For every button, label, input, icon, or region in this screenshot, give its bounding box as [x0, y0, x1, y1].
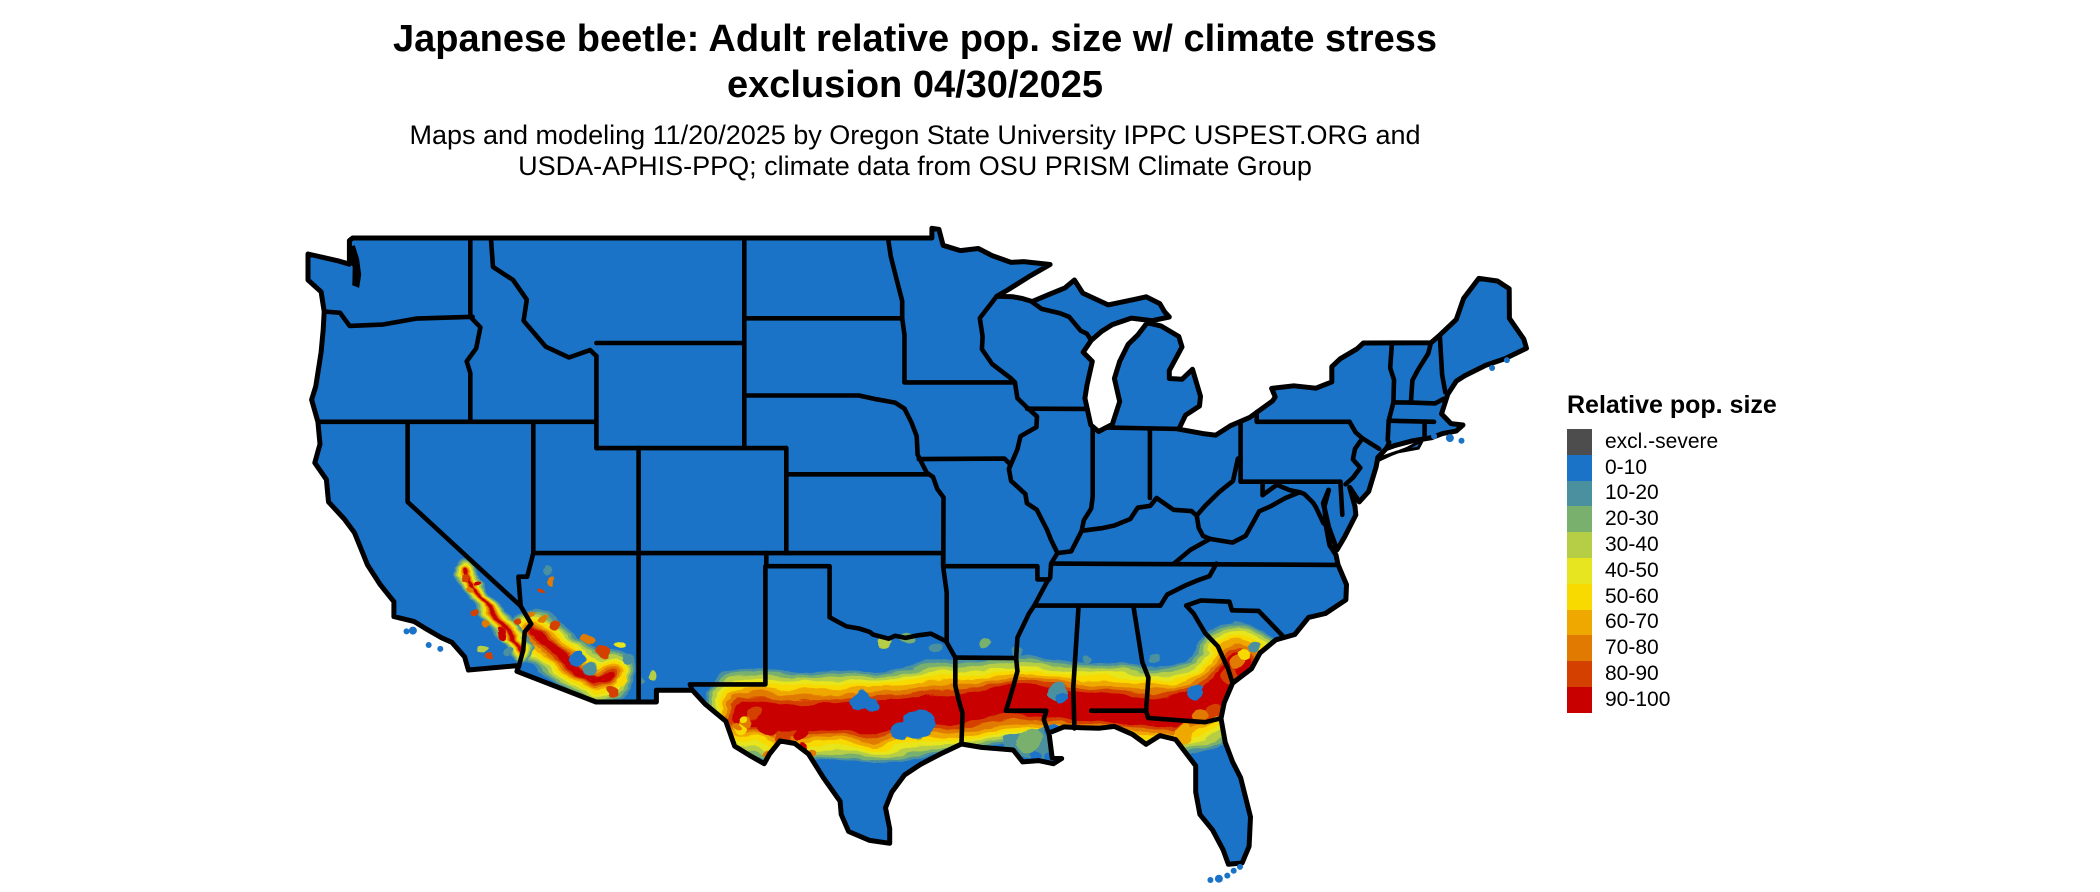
legend-swatch: [1567, 635, 1592, 662]
heat-layers: [452, 559, 1283, 765]
legend-swatch: [1567, 557, 1592, 584]
state-borders: [315, 235, 1448, 747]
us-map: [290, 220, 1540, 892]
legend-swatch: [1567, 609, 1592, 636]
legend-row: excl.-severe: [1567, 429, 1777, 455]
legend-label: 90-100: [1605, 687, 1671, 711]
legend-row: 50-60: [1567, 583, 1777, 610]
page-subtitle: Maps and modeling 11/20/2025 by Oregon S…: [0, 120, 1830, 182]
legend-row: 10-20: [1567, 480, 1777, 507]
legend-row: 90-100: [1567, 686, 1777, 713]
legend-row: 20-30: [1567, 506, 1777, 533]
us-map-svg: [305, 225, 1529, 883]
subtitle-line-2: USDA-APHIS-PPQ; climate data from OSU PR…: [518, 151, 1312, 181]
legend-label: 60-70: [1605, 610, 1659, 634]
legend-swatch: [1567, 454, 1592, 481]
subtitle-line-1: Maps and modeling 11/20/2025 by Oregon S…: [409, 120, 1421, 150]
legend-label: 50-60: [1605, 584, 1659, 608]
legend-row: 80-90: [1567, 661, 1777, 687]
legend-swatch: [1567, 583, 1592, 610]
title-line-2: exclusion 04/30/2025: [726, 64, 1104, 106]
legend-label: 70-80: [1605, 636, 1659, 660]
legend-label: excl.-severe: [1605, 429, 1719, 453]
legend-rows: excl.-severe 0-10 10-20 20-30 30-40 40-50 50-6…: [1567, 429, 1777, 713]
legend-label: 20-30: [1605, 507, 1659, 531]
legend-swatch: [1567, 506, 1592, 533]
offshore-islands: [403, 357, 1510, 883]
legend-label: 40-50: [1605, 558, 1659, 582]
legend-swatch: [1567, 661, 1592, 687]
legend-title: Relative pop. size: [1567, 391, 1777, 419]
legend-swatch: [1567, 429, 1592, 455]
conus-outline: [305, 225, 1529, 867]
legend-row: 60-70: [1567, 609, 1777, 636]
page-title: Japanese beetle: Adult relative pop. siz…: [0, 16, 1830, 108]
title-line-1: Japanese beetle: Adult relative pop. siz…: [393, 18, 1437, 60]
legend-row: 0-10: [1567, 454, 1777, 481]
long-island: [1376, 436, 1427, 463]
legend-label: 80-90: [1605, 662, 1659, 686]
legend-swatch: [1567, 532, 1592, 558]
legend-label: 10-20: [1605, 481, 1659, 505]
legend-row: 40-50: [1567, 557, 1777, 584]
legend: Relative pop. size excl.-severe 0-10 10-20…: [1567, 391, 1777, 713]
legend-row: 70-80: [1567, 635, 1777, 662]
legend-label: 30-40: [1605, 533, 1659, 557]
legend-label: 0-10: [1605, 455, 1648, 479]
legend-swatch: [1567, 686, 1592, 713]
legend-row: 30-40: [1567, 532, 1777, 558]
legend-swatch: [1567, 480, 1592, 507]
